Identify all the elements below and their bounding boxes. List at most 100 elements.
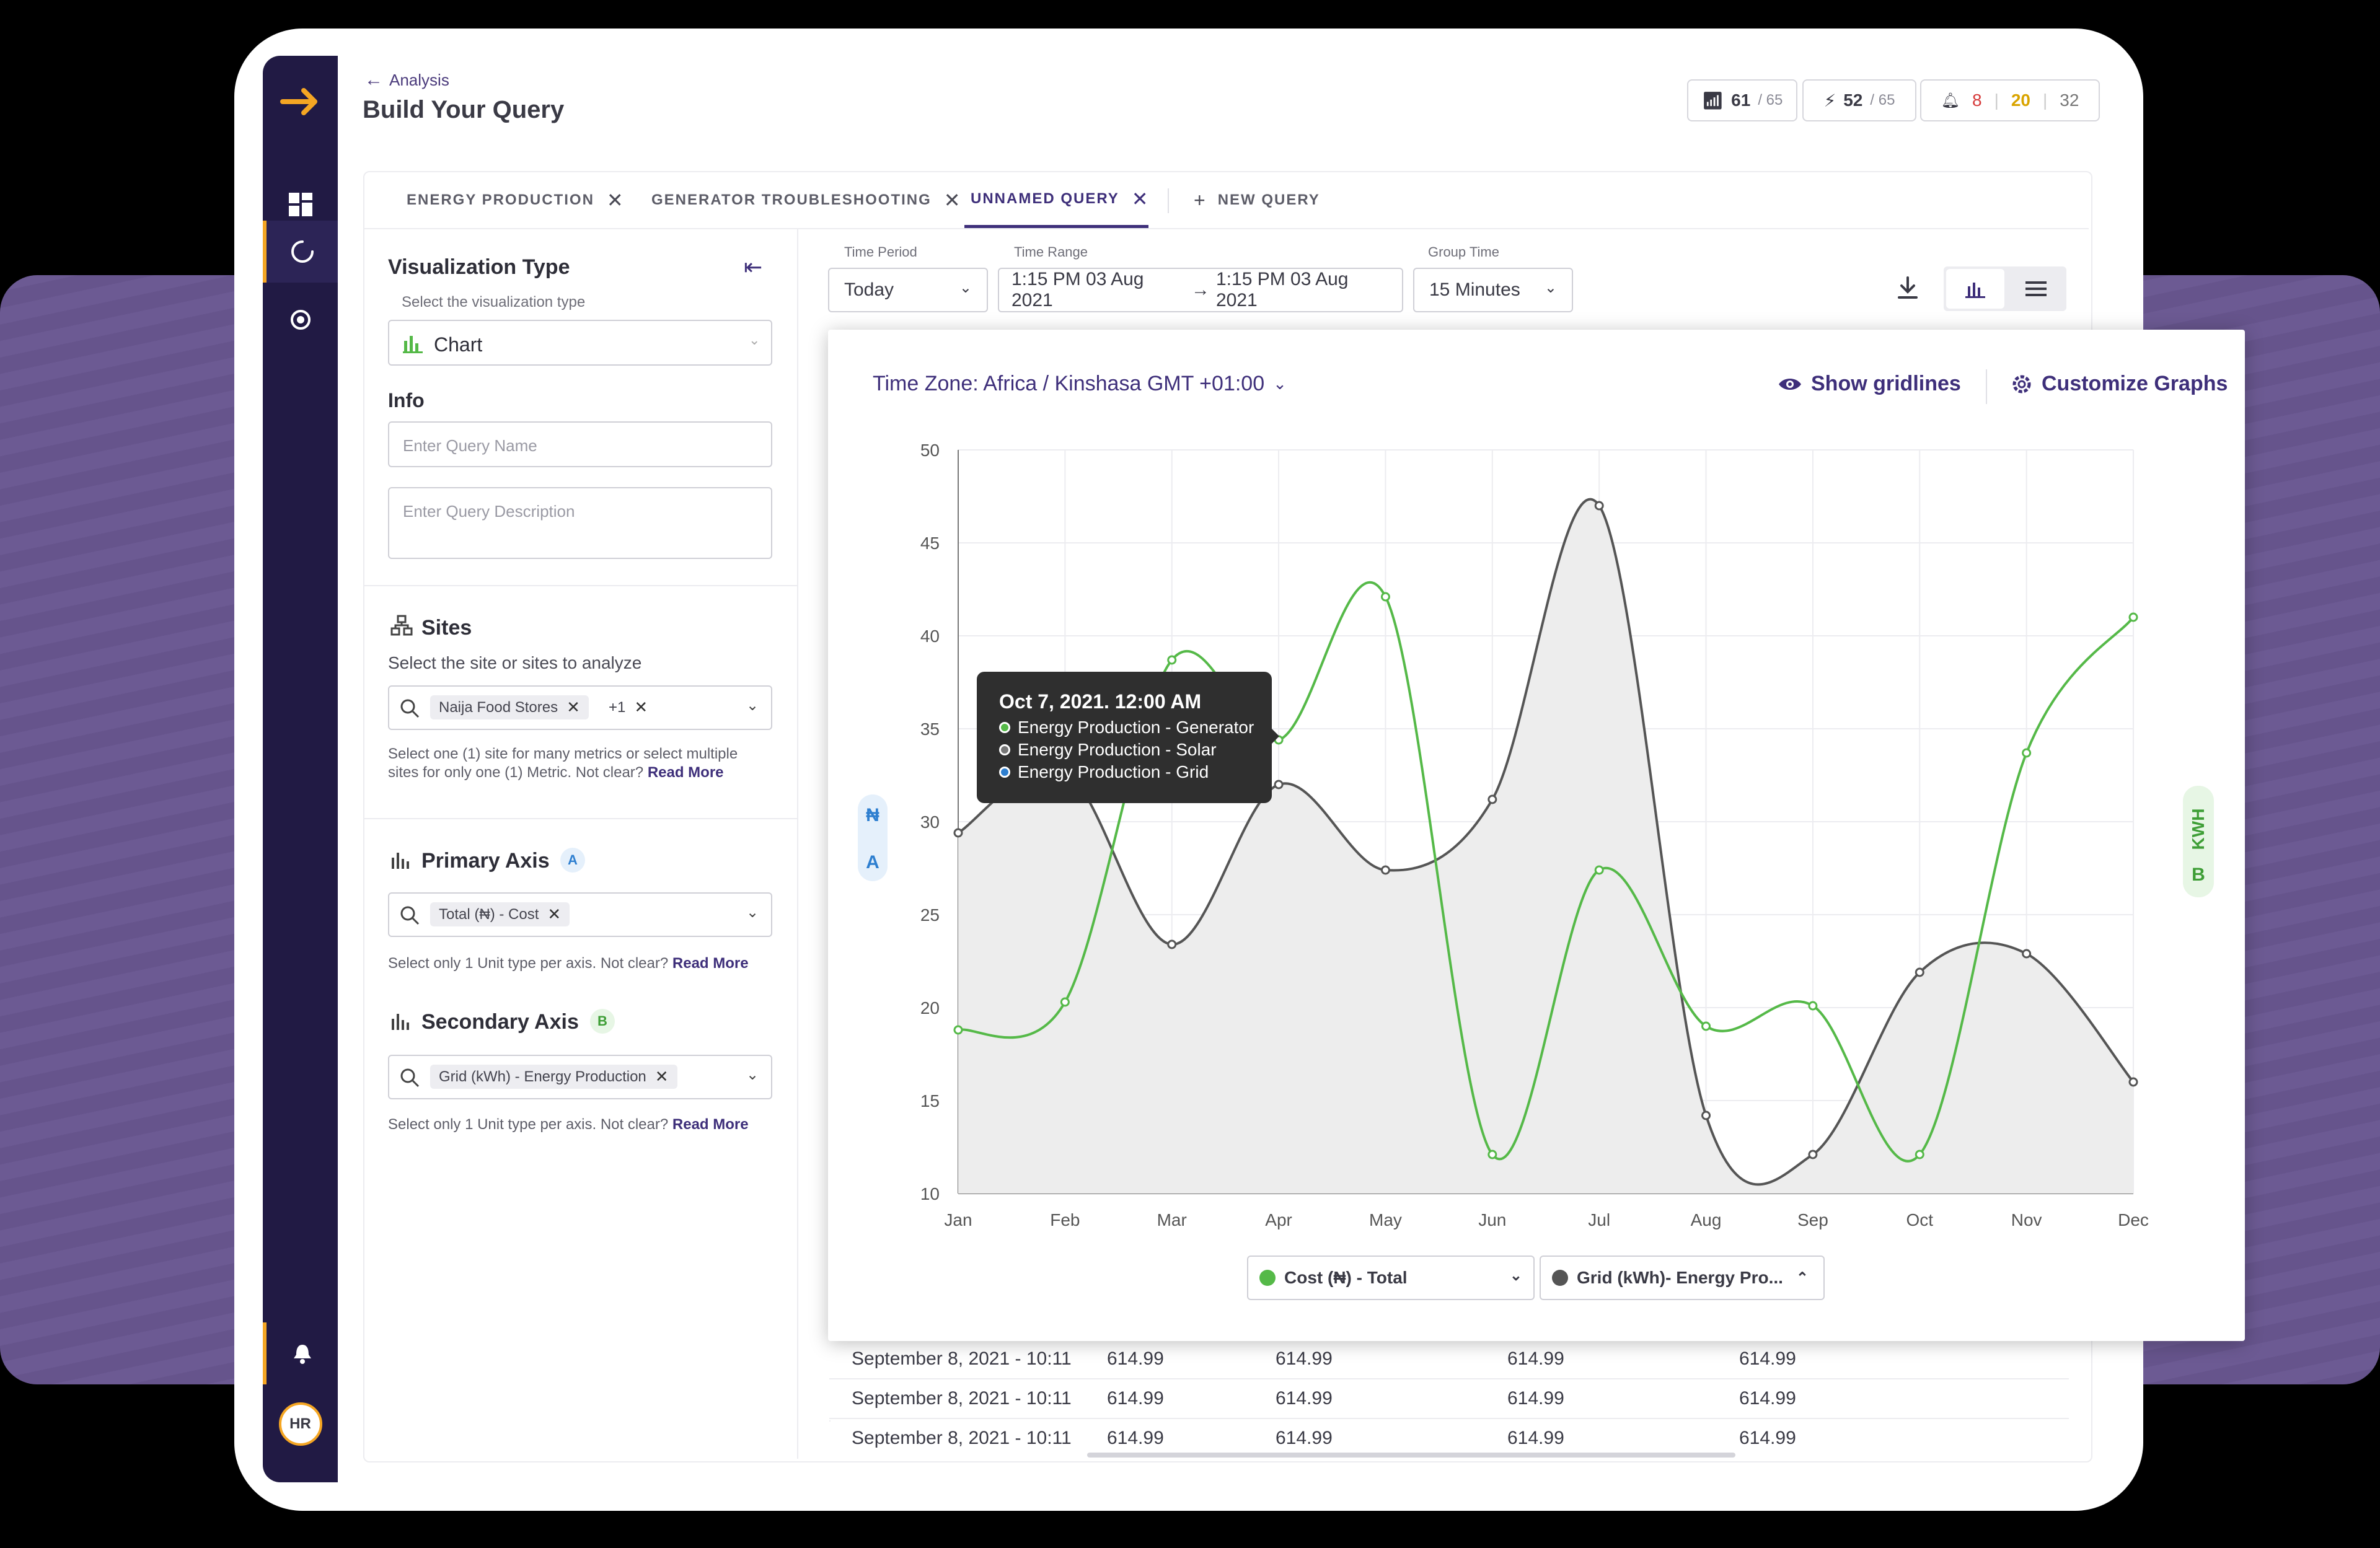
time-range-input[interactable]: 1:15 PM 03 Aug 2021 → 1:15 PM 03 Aug 202…: [998, 268, 1403, 312]
collapse-panel-icon[interactable]: ⇤: [744, 254, 763, 279]
chevron-down-icon: ⌄: [1273, 374, 1287, 393]
wifi-icon: 📶︎: [1701, 90, 1724, 110]
more-sites-label: +1: [609, 698, 626, 716]
table-view-button[interactable]: [2008, 269, 2064, 309]
y-tick-label: 30: [920, 812, 940, 832]
data-point: [1808, 1001, 1818, 1011]
table-column-border: [829, 1420, 2070, 1422]
group-time-select[interactable]: 15 Minutes ⌄: [1413, 268, 1573, 312]
back-link[interactable]: ← Analysis: [364, 69, 449, 90]
chevron-down-icon: ⌄: [1509, 1267, 1522, 1284]
close-icon[interactable]: ✕: [547, 905, 562, 923]
bell-icon[interactable]: [263, 1322, 338, 1384]
close-icon[interactable]: ✕: [654, 1067, 669, 1086]
download-icon[interactable]: [1897, 275, 1919, 303]
y-tick-label: 35: [920, 719, 940, 739]
dashboard-icon[interactable]: [263, 174, 338, 235]
tab-unnamed-query[interactable]: UNNAMED QUERY ✕: [964, 172, 1148, 228]
signal-value: 61: [1731, 90, 1751, 110]
data-point: [2022, 748, 2032, 758]
table-cell: 614.99: [1507, 1428, 1564, 1448]
table-cell: 614.99: [1107, 1388, 1164, 1409]
secondary-axis-select[interactable]: Grid (kWh) - Energy Production ✕ ⌄: [388, 1055, 772, 1099]
close-icon[interactable]: ✕: [606, 189, 624, 211]
alerts-red: 8: [1972, 90, 1982, 110]
data-point: [1488, 794, 1497, 804]
loader-icon: [291, 240, 314, 263]
close-icon[interactable]: ✕: [566, 698, 580, 716]
alerts-stat[interactable]: 🔔︎ 8 | 20 | 32: [1920, 79, 2100, 121]
tooltip-item: Energy Production - Grid: [999, 762, 1209, 782]
chevron-down-icon[interactable]: ⌄: [746, 904, 759, 921]
alerts-yellow: 20: [2011, 90, 2031, 110]
data-point: [1594, 865, 1604, 875]
close-icon[interactable]: ✕: [943, 189, 961, 211]
avatar[interactable]: HR: [263, 1393, 338, 1455]
y-tick-label: 20: [920, 998, 940, 1018]
axis-help: Select only 1 Unit type per axis. Not cl…: [388, 955, 669, 972]
site-chip-label: Naija Food Stores: [439, 698, 558, 716]
query-description-input[interactable]: Enter Query Description: [388, 487, 772, 559]
chart-tooltip: Oct 7, 2021. 12:00 AM Energy Production …: [977, 672, 1272, 803]
power-value: 52: [1843, 90, 1863, 110]
time-range-start: 1:15 PM 03 Aug 2021: [1011, 269, 1144, 310]
read-more-link[interactable]: Read More: [647, 764, 724, 781]
data-point: [2022, 949, 2032, 959]
timezone-selector[interactable]: Time Zone: Africa / Kinshasa GMT +01:00 …: [873, 372, 1287, 396]
bar-chart-icon: [1965, 283, 1985, 298]
y-tick-label: 25: [920, 905, 940, 925]
show-gridlines-button[interactable]: Show gridlines: [1778, 372, 1961, 396]
y-tick-label: 40: [920, 627, 940, 646]
primary-axis-select[interactable]: Total (₦) - Cost ✕ ⌄: [388, 892, 772, 937]
data-point: [1808, 1150, 1818, 1159]
x-tick-label: Nov: [2011, 1210, 2042, 1229]
group-time-label: Group Time: [1428, 244, 1499, 260]
tooltip-item-label: Energy Production - Solar: [1018, 740, 1217, 759]
read-more-link[interactable]: Read More: [672, 1116, 749, 1133]
chevron-down-icon: ⌄: [959, 279, 972, 296]
legend-series-grey[interactable]: Grid (kWh)- Energy Pro... ⌃: [1540, 1256, 1825, 1300]
table-cell: 614.99: [1107, 1428, 1164, 1448]
legend-green-label: Cost (₦) - Total: [1284, 1268, 1408, 1287]
settings-icon[interactable]: [263, 289, 338, 351]
close-icon[interactable]: ✕: [634, 698, 648, 716]
tab-energy-production[interactable]: ENERGY PRODUCTION ✕: [407, 172, 624, 228]
customize-graphs-button[interactable]: Customize Graphs: [2011, 372, 2228, 396]
bar-chart-icon: [390, 1010, 410, 1034]
primary-axis-chip: Total (₦) - Cost ✕: [430, 902, 570, 926]
data-point: [1915, 967, 1924, 977]
horizontal-scrollbar[interactable]: [1087, 1453, 1735, 1458]
show-gridlines-label: Show gridlines: [1811, 372, 1961, 395]
legend-series-green[interactable]: Cost (₦) - Total ⌄: [1247, 1256, 1535, 1300]
primary-axis-title: Primary Axis: [421, 849, 550, 873]
x-tick-label: Mar: [1157, 1210, 1187, 1229]
sites-select[interactable]: Naija Food Stores ✕ +1 ✕ ⌄: [388, 685, 772, 730]
logo-icon[interactable]: [263, 68, 338, 130]
chart-view-button[interactable]: [1946, 269, 2004, 309]
data-point: [1060, 997, 1070, 1007]
axis-b-badge: B: [590, 1009, 615, 1034]
chevron-down-icon[interactable]: ⌄: [746, 697, 759, 714]
table-cell: September 8, 2021 - 10:11: [852, 1388, 1072, 1409]
analysis-nav-item[interactable]: [263, 221, 338, 283]
tab-generator-troubleshooting[interactable]: GENERATOR TROUBLESHOOTING ✕: [651, 172, 961, 228]
divider: [364, 585, 797, 586]
query-name-placeholder: Enter Query Name: [403, 436, 537, 455]
avatar-initials: HR: [278, 1402, 322, 1446]
more-sites-chip: +1 ✕: [600, 695, 656, 719]
viz-type-select[interactable]: Chart ⌄: [388, 320, 772, 366]
bar-chart-icon: [390, 849, 410, 873]
primary-axis-help-text: Select only 1 Unit type per axis. Not cl…: [388, 954, 785, 973]
query-name-input[interactable]: Enter Query Name: [388, 421, 772, 467]
legend-grey-label: Grid (kWh)- Energy Pro...: [1577, 1268, 1783, 1287]
chevron-down-icon[interactable]: ⌄: [746, 1066, 759, 1083]
viz-type-sublabel: Select the visualization type: [402, 294, 586, 310]
data-point: [1167, 939, 1177, 949]
data-point: [1701, 1110, 1711, 1120]
time-period-select[interactable]: Today ⌄: [828, 268, 988, 312]
chevron-down-icon: ⌄: [1544, 279, 1557, 296]
close-icon[interactable]: ✕: [1131, 187, 1148, 210]
tab-new-query[interactable]: + NEW QUERY: [1194, 172, 1320, 228]
read-more-link[interactable]: Read More: [672, 955, 749, 972]
